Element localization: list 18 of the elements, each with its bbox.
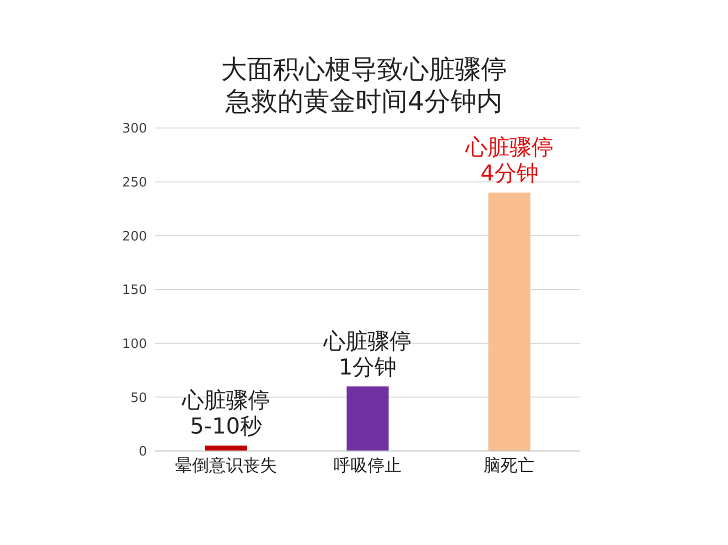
y-tick-label: 300	[122, 122, 147, 137]
bar	[346, 386, 389, 451]
annotation: 心脏骤停 4分钟	[464, 136, 554, 187]
x-tick-label: 晕倒意识丧失	[174, 456, 277, 476]
annotation: 心脏骤停 5-10秒	[181, 388, 270, 440]
chart-subtitle: 急救的黄金时间4分钟内	[224, 86, 504, 118]
y-tick-label: 250	[122, 175, 147, 190]
y-tick-label: 150	[122, 283, 147, 298]
bar	[488, 192, 530, 451]
y-tick-label: 50	[130, 390, 147, 406]
annotation: 心脏骤停 1分钟	[322, 329, 412, 380]
chart-title: 大面积心梗导致心脏骤停	[220, 54, 508, 86]
x-tick-label: 脑死亡	[484, 456, 535, 476]
x-tick-label: 呼吸停止	[334, 456, 402, 476]
bar	[205, 446, 247, 451]
y-tick-label: 0	[138, 444, 147, 460]
y-tick-label: 100	[122, 336, 147, 352]
y-tick-label: 200	[122, 229, 147, 244]
